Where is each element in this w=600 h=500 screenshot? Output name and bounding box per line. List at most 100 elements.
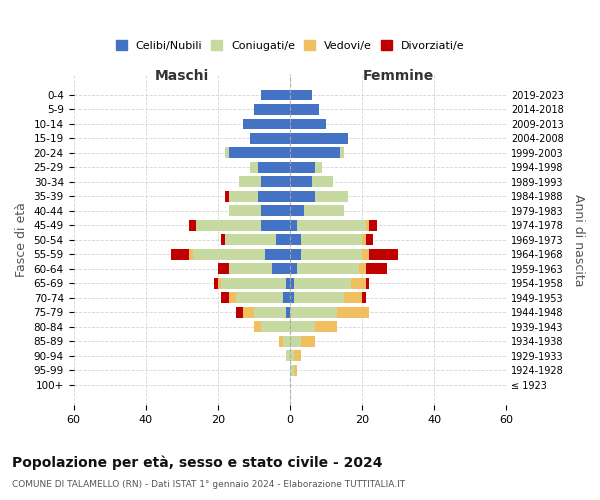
Bar xyxy=(196,220,261,231)
Bar xyxy=(370,220,377,231)
Bar xyxy=(225,234,275,246)
Bar xyxy=(366,234,373,246)
Bar xyxy=(315,162,322,173)
Bar xyxy=(290,206,304,216)
Bar xyxy=(293,365,297,376)
Bar xyxy=(171,249,189,260)
Bar xyxy=(290,104,319,115)
Bar xyxy=(359,264,366,274)
Bar xyxy=(290,234,301,246)
Bar xyxy=(290,148,340,158)
Bar xyxy=(366,220,370,231)
Bar xyxy=(311,176,333,188)
Bar xyxy=(286,278,290,289)
Bar xyxy=(290,322,315,332)
Bar xyxy=(193,249,265,260)
Bar xyxy=(229,206,261,216)
Bar xyxy=(257,191,290,202)
Bar xyxy=(290,350,293,362)
Bar xyxy=(221,234,225,246)
Bar xyxy=(290,118,326,130)
Bar xyxy=(261,176,290,188)
Bar xyxy=(304,206,344,216)
Bar xyxy=(275,234,290,246)
Bar xyxy=(261,90,290,101)
Bar xyxy=(297,264,359,274)
Bar xyxy=(290,249,301,260)
Bar xyxy=(283,292,290,304)
Bar xyxy=(225,191,229,202)
Bar xyxy=(236,292,283,304)
Text: Maschi: Maschi xyxy=(155,70,209,84)
Bar xyxy=(189,220,196,231)
Bar xyxy=(344,292,362,304)
Bar xyxy=(225,148,229,158)
Bar xyxy=(218,264,229,274)
Bar xyxy=(290,191,315,202)
Bar xyxy=(250,162,257,173)
Bar xyxy=(290,365,293,376)
Bar xyxy=(293,278,352,289)
Bar xyxy=(301,336,315,347)
Bar xyxy=(239,176,261,188)
Bar xyxy=(214,278,218,289)
Bar xyxy=(221,292,229,304)
Y-axis label: Fasce di età: Fasce di età xyxy=(15,202,28,278)
Bar xyxy=(243,307,254,318)
Y-axis label: Anni di nascita: Anni di nascita xyxy=(572,194,585,286)
Bar xyxy=(290,90,311,101)
Text: Popolazione per età, sesso e stato civile - 2024: Popolazione per età, sesso e stato civil… xyxy=(12,455,383,469)
Bar xyxy=(261,322,290,332)
Bar xyxy=(290,278,293,289)
Bar xyxy=(370,249,398,260)
Bar xyxy=(297,220,366,231)
Bar xyxy=(279,336,283,347)
Text: COMUNE DI TALAMELLO (RN) - Dati ISTAT 1° gennaio 2024 - Elaborazione TUTTITALIA.: COMUNE DI TALAMELLO (RN) - Dati ISTAT 1°… xyxy=(12,480,405,489)
Bar xyxy=(254,322,261,332)
Bar xyxy=(293,350,301,362)
Bar xyxy=(229,264,272,274)
Bar xyxy=(340,148,344,158)
Bar xyxy=(290,264,297,274)
Bar xyxy=(254,104,290,115)
Bar xyxy=(337,307,370,318)
Bar xyxy=(290,176,311,188)
Bar xyxy=(315,191,347,202)
Bar xyxy=(362,234,366,246)
Bar xyxy=(362,292,366,304)
Bar xyxy=(283,336,290,347)
Bar xyxy=(265,249,290,260)
Bar xyxy=(290,133,347,144)
Bar xyxy=(290,292,293,304)
Bar xyxy=(286,350,290,362)
Bar xyxy=(301,234,362,246)
Bar xyxy=(366,278,370,289)
Bar xyxy=(290,307,337,318)
Bar xyxy=(229,191,257,202)
Bar xyxy=(254,307,286,318)
Bar xyxy=(243,118,290,130)
Bar xyxy=(290,220,297,231)
Bar xyxy=(250,133,290,144)
Bar xyxy=(261,220,290,231)
Bar xyxy=(218,278,221,289)
Bar xyxy=(301,249,362,260)
Bar xyxy=(261,206,290,216)
Bar xyxy=(315,322,337,332)
Bar xyxy=(362,249,370,260)
Bar xyxy=(221,278,286,289)
Bar xyxy=(293,292,344,304)
Bar xyxy=(257,162,290,173)
Bar xyxy=(366,264,388,274)
Bar xyxy=(229,148,290,158)
Text: Femmine: Femmine xyxy=(362,70,434,84)
Bar xyxy=(272,264,290,274)
Bar xyxy=(352,278,366,289)
Legend: Celibi/Nubili, Coniugati/e, Vedovi/e, Divorziati/e: Celibi/Nubili, Coniugati/e, Vedovi/e, Di… xyxy=(112,37,468,54)
Bar xyxy=(236,307,243,318)
Bar xyxy=(290,162,315,173)
Bar xyxy=(290,336,301,347)
Bar xyxy=(189,249,193,260)
Bar xyxy=(286,307,290,318)
Bar xyxy=(229,292,236,304)
